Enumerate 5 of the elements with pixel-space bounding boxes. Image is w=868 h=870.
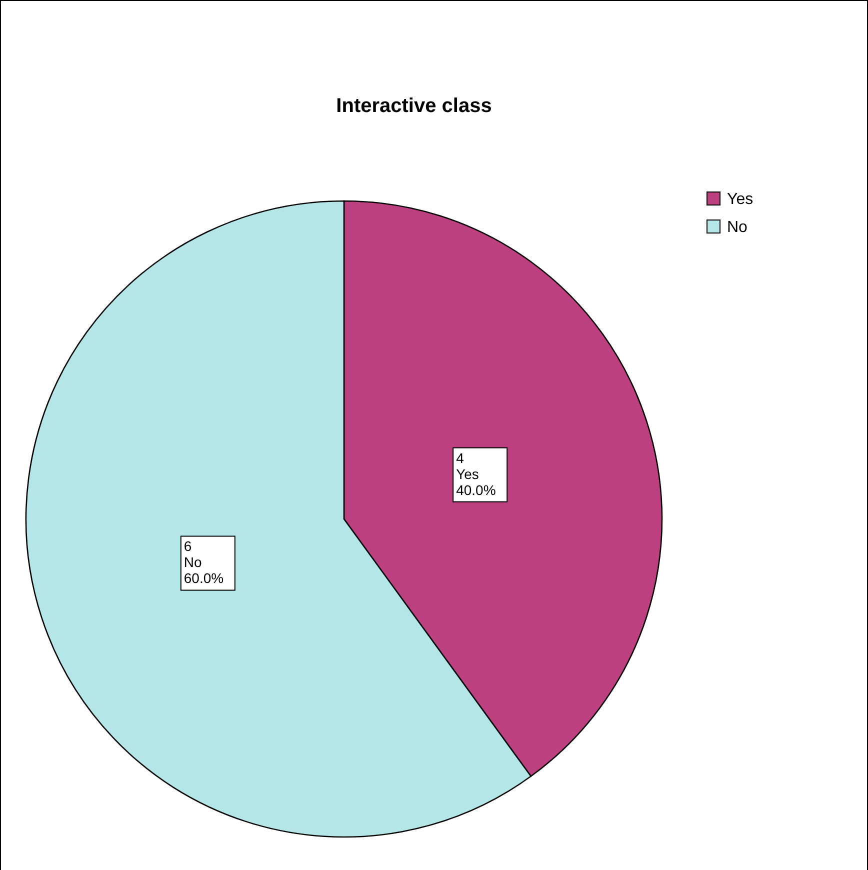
legend-label: Yes (727, 191, 754, 208)
data-label: 4 Yes 40.0% (456, 450, 496, 498)
legend-label: No (727, 219, 748, 236)
chart-title: Interactive class (336, 95, 492, 117)
data-label: 6 No 60.0% (184, 538, 224, 586)
